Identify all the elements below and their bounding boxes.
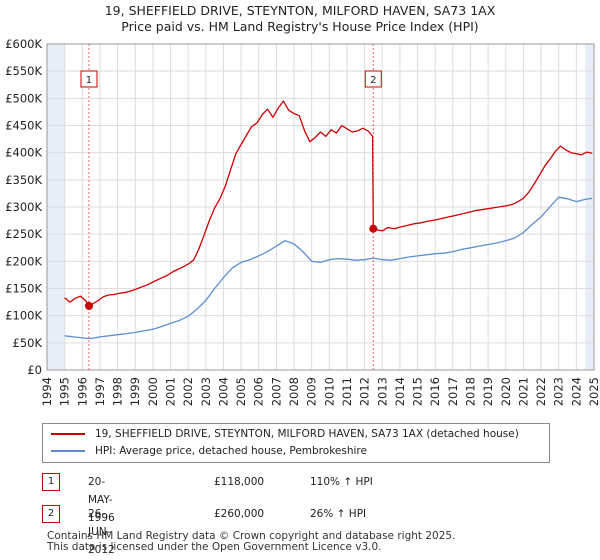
chart-subtitle: Price paid vs. HM Land Registry's House … [121, 19, 479, 34]
x-tick-label: 1997 [93, 377, 107, 406]
x-tick-label: 2016 [428, 377, 442, 406]
x-tick-label: 1998 [111, 377, 125, 406]
transaction-label-number: 2 [370, 75, 376, 86]
y-tick-label: £250K [5, 227, 42, 241]
y-tick-label: £450K [5, 119, 42, 133]
x-tick-label: 2025 [587, 377, 600, 406]
transaction-price: £260,000 [214, 508, 265, 520]
y-tick-label: £150K [5, 282, 42, 296]
sale-point [369, 224, 378, 233]
x-tick-label: 2004 [216, 377, 230, 406]
transaction-date: 26-JUN-2012 [88, 508, 115, 556]
legend-label-hpi: HPI: Average price, detached house, Pemb… [95, 445, 367, 457]
x-tick-label: 2010 [322, 377, 336, 406]
x-tick-label: 2003 [199, 377, 213, 406]
sale-point [84, 301, 93, 310]
legend-label-property: 19, SHEFFIELD DRIVE, STEYNTON, MILFORD H… [95, 428, 519, 440]
transaction-hpi-change: 26% ↑ HPI [310, 508, 367, 520]
footer: Contains HM Land Registry data © Crown c… [47, 531, 455, 553]
transaction-number-badge: 2 [42, 505, 60, 523]
x-tick-label: 2014 [393, 377, 407, 406]
x-tick-label: 2002 [181, 377, 195, 406]
x-tick-label: 2006 [252, 377, 266, 406]
price-chart: 1 2 £0 £50K £100K £150K £200K £250K £300K £350K £… [5, 37, 600, 406]
x-tick-label: 2023 [552, 377, 566, 406]
y-tick-label: £500K [5, 91, 42, 105]
transaction-date: 20-MAY-1996 [88, 476, 115, 524]
x-tick-label: 2017 [446, 377, 460, 406]
chart-title: 19, SHEFFIELD DRIVE, STEYNTON, MILFORD H… [104, 3, 496, 18]
transaction-label-box [80, 70, 98, 88]
y-tick-label: £300K [5, 200, 42, 214]
x-tick-label: 2011 [340, 377, 354, 406]
legend-swatch-hpi [51, 450, 85, 452]
x-tick-label: 2022 [534, 377, 548, 406]
x-tick-label: 2008 [287, 377, 301, 406]
x-tick-label: 2020 [499, 377, 513, 406]
x-tick-label: 2015 [411, 377, 425, 406]
y-tick-label: £0 [27, 363, 42, 377]
x-tick-label: 2009 [305, 377, 319, 406]
transaction-price: £118,000 [214, 476, 265, 488]
y-tick-label: £350K [5, 173, 42, 187]
legend-swatch-property [51, 433, 85, 435]
x-tick-label: 2019 [481, 377, 495, 406]
y-tick-label: £100K [5, 309, 42, 323]
y-tick-label: £400K [5, 146, 42, 160]
x-tick-label: 2024 [569, 377, 583, 406]
x-tick-label: 2005 [234, 377, 248, 406]
x-tick-label: 1994 [40, 377, 54, 406]
legend: 19, SHEFFIELD DRIVE, STEYNTON, MILFORD H… [42, 423, 550, 463]
transaction-label-number: 1 [86, 75, 92, 86]
plot-frame [46, 43, 595, 371]
x-tick-label: 1996 [75, 377, 89, 406]
legend-item-property: 19, SHEFFIELD DRIVE, STEYNTON, MILFORD H… [51, 426, 519, 442]
transaction-label-box [364, 70, 382, 88]
x-tick-label: 1999 [128, 377, 142, 406]
legend-item-hpi: HPI: Average price, detached house, Pemb… [51, 443, 367, 459]
x-tick-label: 2013 [375, 377, 389, 406]
hpi-line [64, 196, 593, 340]
x-tick-label: 2000 [146, 377, 160, 406]
x-tick-label: 2012 [358, 377, 372, 406]
transaction-hpi-change: 110% ↑ HPI [310, 476, 373, 488]
y-tick-label: £200K [5, 254, 42, 268]
x-tick-label: 2007 [269, 377, 283, 406]
y-tick-label: £600K [5, 37, 42, 51]
property-price-line [64, 100, 593, 307]
y-tick-label: £550K [5, 64, 42, 78]
y-tick-label: £50K [13, 336, 43, 350]
x-tick-label: 2018 [463, 377, 477, 406]
footer-copyright: Contains HM Land Registry data © Crown c… [47, 530, 456, 542]
x-tick-label: 1995 [58, 377, 72, 406]
x-tick-label: 2021 [516, 377, 530, 406]
transaction-number-badge: 1 [42, 473, 60, 491]
footer-licence: This data is licensed under the Open Gov… [47, 541, 382, 553]
x-tick-label: 2001 [164, 377, 178, 406]
